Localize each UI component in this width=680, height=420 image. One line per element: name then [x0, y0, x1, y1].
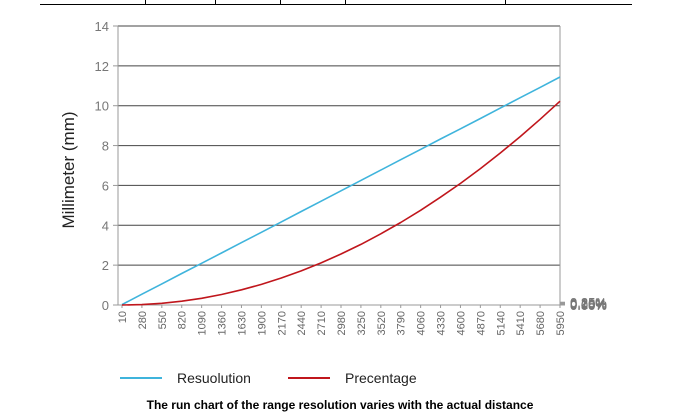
- series-line-resolution: [121, 76, 561, 306]
- x-tick-label: 4060: [416, 311, 428, 335]
- x-tick-label: 5680: [535, 311, 547, 335]
- legend-label-percentage: Precentage: [345, 370, 417, 386]
- x-tick-label: 1090: [197, 311, 209, 335]
- y2-tick-label: 0.10%: [570, 297, 607, 312]
- legend-swatch-percentage: [288, 377, 330, 379]
- y-tick-label: 8: [102, 139, 109, 154]
- x-tick-label: 3520: [376, 311, 388, 335]
- top-tick: [280, 0, 281, 5]
- top-tick: [505, 0, 506, 5]
- x-tick-label: 1630: [236, 311, 248, 335]
- legend-swatch-resolution: [120, 377, 162, 379]
- top-tick: [145, 0, 146, 5]
- x-tick-label: 2440: [296, 311, 308, 335]
- x-tick-label: 820: [177, 311, 189, 329]
- y2-tick-label: 0.00%: [570, 298, 607, 313]
- y-tick-label: 14: [95, 19, 109, 34]
- x-tick-label: 2170: [276, 311, 288, 335]
- x-tick-label: 5410: [515, 311, 527, 335]
- y-tick-label: 0: [102, 298, 109, 313]
- x-tick-label: 4330: [436, 311, 448, 335]
- x-tick-label: 4600: [455, 311, 467, 335]
- top-tick: [345, 0, 346, 5]
- x-tick-label: 10: [117, 311, 129, 323]
- chart-caption: The run chart of the range resolution va…: [146, 398, 534, 412]
- series-lines: [121, 76, 561, 306]
- x-tick-label: 1900: [256, 311, 268, 335]
- right-y-tick-labels: 0.00%0.05%0.10%0.15%0.20%0.25%: [570, 295, 607, 313]
- x-tick-labels: 10 280 550 820 1090 1360 1630 1900 2170 2440 2710 2…: [117, 311, 567, 335]
- y-tick-label: 6: [102, 178, 109, 193]
- x-tick-label: 1360: [217, 311, 229, 335]
- x-tick-label: 3790: [396, 311, 408, 335]
- x-tick-label: 2980: [336, 311, 348, 335]
- y2-tick-label: 0.05%: [570, 297, 607, 312]
- y2-tick-label: 0.15%: [570, 296, 607, 311]
- x-tick-label: 5950: [555, 311, 567, 335]
- y-tick-label: 2: [102, 258, 109, 273]
- x-tick-label: 5140: [495, 311, 507, 335]
- x-tick-label: 4870: [475, 311, 487, 335]
- legend-label-resolution: Resuolution: [177, 370, 251, 386]
- line-chart: 0 2 4 6 8 10 12 14 0.00%0.05%0.10%0.15%0.20%0.2…: [59, 19, 607, 335]
- axes: [113, 25, 565, 308]
- y-tick-label: 12: [95, 59, 109, 74]
- y-tick-label: 10: [95, 99, 109, 114]
- x-tick-label: 550: [157, 311, 169, 329]
- legend: Resuolution Precentage: [120, 368, 580, 388]
- x-tick-label: 3250: [356, 311, 368, 335]
- y-axis-label: Millimeter (mm): [59, 111, 78, 228]
- x-tick-label: 2710: [316, 311, 328, 335]
- top-tick: [215, 0, 216, 5]
- top-rule: [40, 4, 632, 5]
- y2-tick-label: 0.20%: [570, 296, 607, 311]
- x-tick-label: 280: [137, 311, 149, 329]
- grid-lines: [118, 25, 560, 266]
- y2-tick-label: 0.25%: [570, 295, 607, 310]
- left-y-tick-labels: 0 2 4 6 8 10 12 14: [95, 19, 109, 313]
- y-tick-label: 4: [102, 218, 109, 233]
- series-line-percentage: [121, 100, 561, 306]
